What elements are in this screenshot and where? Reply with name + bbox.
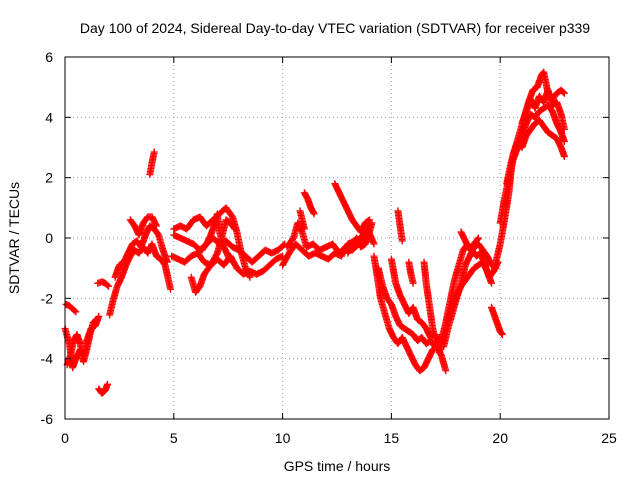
x-tick-label: 25 bbox=[601, 430, 617, 446]
x-tick-label: 0 bbox=[61, 430, 69, 446]
data-point bbox=[487, 279, 495, 287]
data-point bbox=[71, 307, 79, 315]
data-point bbox=[300, 225, 308, 233]
data-point bbox=[230, 224, 238, 232]
data-point bbox=[474, 234, 482, 242]
data-point bbox=[103, 380, 111, 388]
data-point bbox=[560, 125, 568, 133]
y-axis-label: SDTVAR / TECUs bbox=[6, 182, 22, 294]
data-point bbox=[167, 285, 175, 293]
data-point bbox=[163, 258, 171, 266]
data-point bbox=[103, 281, 111, 289]
data-point bbox=[310, 210, 318, 218]
y-tick-label: 4 bbox=[45, 109, 53, 125]
data-point bbox=[474, 235, 482, 243]
x-tick-label: 20 bbox=[492, 430, 508, 446]
data-point bbox=[560, 89, 568, 97]
data-point bbox=[105, 282, 113, 290]
data-point bbox=[309, 209, 317, 217]
axis-ticks: 0 5 10 15 20 25 -6 -4 -2 0 2 4 6 bbox=[41, 49, 617, 446]
data-point bbox=[91, 316, 99, 324]
data-point bbox=[398, 237, 406, 245]
data-point bbox=[560, 153, 568, 161]
y-tick-label: -6 bbox=[41, 411, 54, 427]
data-point bbox=[491, 263, 499, 271]
y-tick-label: 0 bbox=[45, 230, 53, 246]
data-point bbox=[150, 148, 158, 156]
x-axis-label: GPS time / hours bbox=[284, 458, 391, 474]
x-tick-label: 10 bbox=[275, 430, 291, 446]
data-point bbox=[246, 273, 254, 281]
data-point bbox=[228, 257, 236, 265]
data-point bbox=[409, 279, 417, 287]
x-tick-label: 5 bbox=[170, 430, 178, 446]
y-tick-label: -4 bbox=[41, 351, 54, 367]
data-point bbox=[560, 137, 568, 145]
data-point bbox=[231, 225, 239, 233]
data-point bbox=[72, 308, 80, 316]
data-point bbox=[498, 330, 506, 338]
x-tick-label: 15 bbox=[384, 430, 400, 446]
data-points bbox=[61, 68, 568, 397]
chart-title: Day 100 of 2024, Sidereal Day-to-day VTE… bbox=[80, 20, 590, 36]
data-point bbox=[431, 334, 439, 342]
data-point bbox=[229, 258, 237, 266]
data-point bbox=[93, 315, 101, 323]
y-tick-label: 6 bbox=[45, 49, 53, 65]
y-tick-label: -2 bbox=[41, 290, 54, 306]
data-point bbox=[368, 219, 376, 227]
data-point bbox=[152, 222, 160, 230]
y-tick-label: 2 bbox=[45, 170, 53, 186]
data-point bbox=[498, 331, 506, 339]
data-point bbox=[492, 264, 500, 272]
data-point bbox=[559, 88, 567, 96]
data-point bbox=[370, 240, 378, 248]
data-point bbox=[442, 367, 450, 375]
